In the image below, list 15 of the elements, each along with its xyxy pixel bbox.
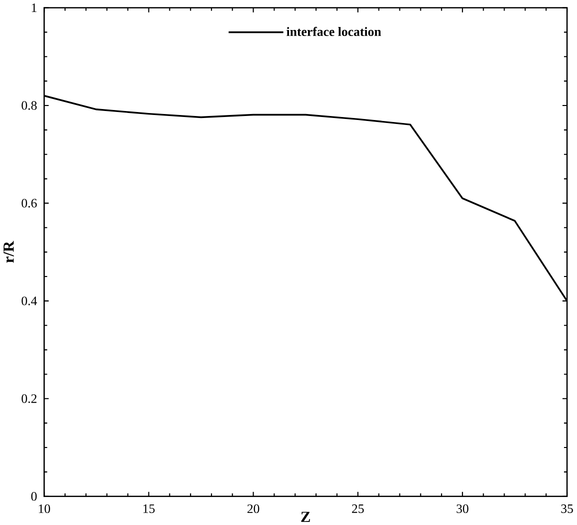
x-tick-label: 25: [352, 504, 364, 513]
legend-label: interface location: [286, 26, 382, 36]
x-tick-label: 30: [456, 504, 468, 513]
y-tick-label: 1: [32, 3, 36, 12]
y-tick-label: 0.4: [22, 296, 37, 306]
x-tick-label: 15: [143, 504, 155, 513]
y-tick-label: 0.2: [22, 394, 36, 403]
x-tick-label: 35: [561, 504, 573, 513]
x-axis-title: Z: [301, 512, 310, 522]
y-tick-label: 0.8: [22, 100, 37, 110]
x-tick-label: 10: [38, 504, 50, 513]
y-axis-title: r/R: [4, 240, 14, 263]
y-tick-label: 0.6: [22, 198, 37, 208]
y-tick-label: 0: [31, 492, 37, 500]
x-tick-label: 20: [247, 504, 260, 513]
